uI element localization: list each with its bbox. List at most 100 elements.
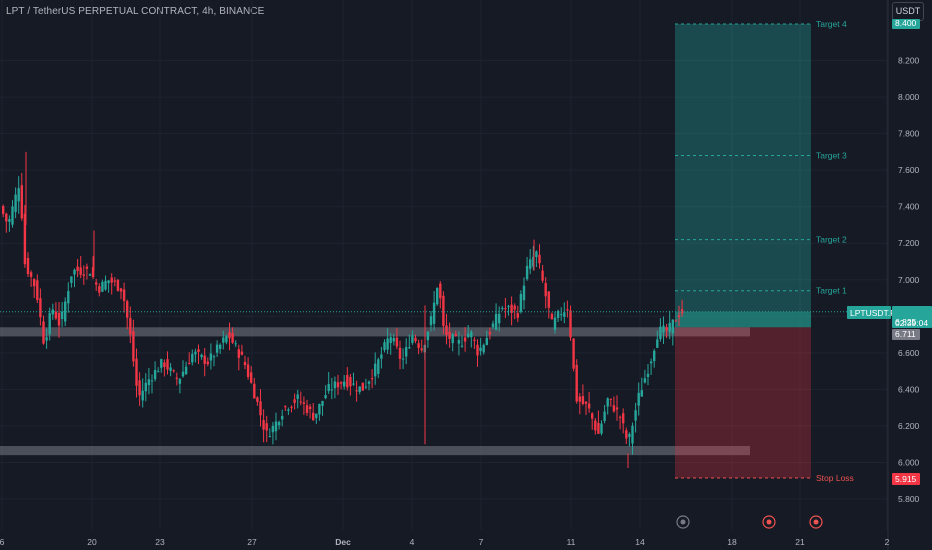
candle-body [646,373,650,377]
last-price-label: 6.825 [895,317,917,327]
candle-body [637,392,640,406]
candle-body [560,314,563,316]
candle-body [355,390,358,392]
countdown-label: 02:39:04 [895,318,928,328]
candle-body [587,403,591,409]
zone-price-label-box [892,329,920,340]
candle-body [277,422,281,426]
candle-body [386,338,389,350]
candle-body [618,416,622,418]
x-tick-label: Dec [335,537,351,547]
candle-body [163,362,166,368]
candle-body [296,394,299,399]
candle-body [476,344,479,356]
candle-body [575,364,578,402]
symbol-label-box [847,306,891,319]
candle-body [504,308,507,310]
candle-body [333,381,337,389]
candle-body [305,405,309,413]
candle-body [243,361,247,366]
candle-body [597,422,600,434]
candle-body [284,406,287,408]
candle-body [367,381,371,384]
candle-body [343,381,346,387]
x-tick-label: 18 [727,537,737,547]
candle-body [563,312,566,317]
candle-body [42,321,45,344]
candle-body [8,219,11,222]
candle-body [392,338,395,342]
candle-body [507,306,510,308]
candle-body [460,345,464,347]
candle-body [625,430,628,439]
x-tick-label: 23 [155,537,165,547]
candle-body [175,377,178,379]
candle-body [603,411,606,421]
candle-body [349,376,352,387]
candle-body [510,304,513,313]
x-tick-label: 4 [410,537,415,547]
candle-body [45,337,48,341]
candle-body [188,363,191,365]
candle-body [600,423,603,434]
candle-body [290,406,293,408]
candle-body [463,337,467,342]
candlestick-series [0,151,888,468]
candle-body [336,382,340,388]
candle-body [451,334,454,344]
candle-body [88,274,92,276]
candle-body [380,354,383,359]
candle-body [95,282,98,285]
y-tick-label: 7.400 [898,202,920,212]
candle-body [674,320,678,322]
candle-body [653,350,656,362]
y-tick-label: 6.200 [898,421,920,431]
candle-body [429,316,433,326]
candle-body [649,361,653,364]
candle-body [150,380,154,382]
level-label: Target 3 [816,151,847,161]
candle-body [209,353,213,361]
candle-body [73,269,76,275]
candle-body [141,390,144,401]
candle-body [470,331,473,338]
candle-body [668,322,671,332]
zone-price-label: 6.711 [895,329,916,339]
candle-body [364,386,368,388]
candle-body [352,383,355,385]
candle-body [231,332,234,343]
candle-body [110,277,113,283]
chart-grid [0,0,888,530]
candle-body [594,420,597,431]
event-icon-dot [766,519,772,525]
candle-body [628,434,631,437]
level-label: Target 1 [816,286,847,296]
long-position-tool: Target 4 Target 3 Target 2 Target 1 Stop Los… [675,19,854,483]
candle-body [54,311,58,319]
candle-body [293,399,296,403]
candle-body [417,343,420,348]
candle-body [439,283,442,299]
candle-body [408,347,411,349]
candle-body [166,359,169,370]
x-tick-label: 11 [567,537,576,547]
candle-body [178,378,182,384]
support-zones [0,327,750,456]
candle-body [513,305,516,310]
x-tick-label: 27 [247,537,257,547]
candle-body [324,395,327,399]
candle-body [677,315,681,318]
candle-body [665,327,668,331]
candle-body [377,359,380,374]
support-zone-band [0,446,750,456]
candle-body [485,338,488,346]
candle-body [240,351,244,355]
candle-body [119,288,123,292]
event-icon-dot [680,519,686,525]
candle-body [544,283,547,297]
y-tick-label: 7.800 [898,129,920,139]
candle-body [23,213,27,265]
candle-body [547,291,550,308]
candle-body [107,280,110,284]
